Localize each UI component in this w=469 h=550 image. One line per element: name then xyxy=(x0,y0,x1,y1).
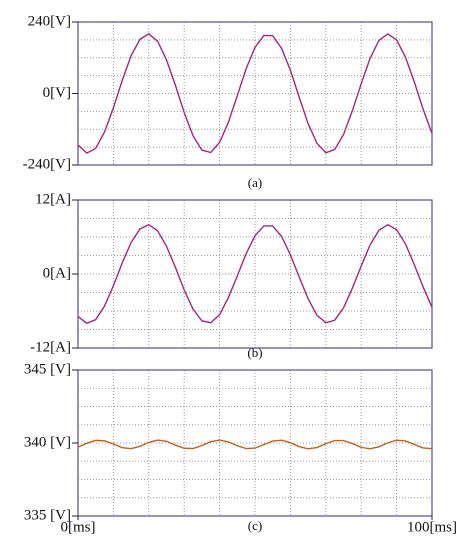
y-tick-label: 0[V] xyxy=(43,85,71,101)
trace xyxy=(77,223,433,325)
y-tick-label: -12[A] xyxy=(30,339,71,355)
y-tick-label: 345 [V] xyxy=(24,361,71,377)
y-tick-label: -240[V] xyxy=(23,156,71,172)
y-tick-label: 335 [V] xyxy=(24,507,71,523)
panel-caption: (a) xyxy=(248,175,262,190)
y-tick-label: 240[V] xyxy=(28,13,71,29)
panel-caption: (b) xyxy=(247,345,262,360)
panel-caption: (c) xyxy=(248,518,262,533)
trace xyxy=(77,33,433,154)
trace xyxy=(77,439,433,450)
y-tick-label: 12[A] xyxy=(35,191,71,207)
y-tick-label: 0[A] xyxy=(43,265,71,281)
x-tick-label: 0[ms] xyxy=(61,519,96,535)
x-tick-label: 100[ms] xyxy=(407,519,457,535)
y-tick-label: 340 [V] xyxy=(24,434,71,450)
